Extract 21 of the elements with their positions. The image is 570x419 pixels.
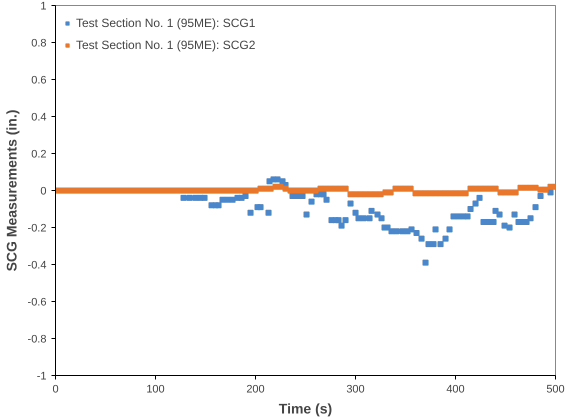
- y-tick-label: -0.6: [28, 296, 47, 308]
- x-tick-label: 500: [546, 384, 565, 396]
- y-tick-label: 0.6: [31, 74, 47, 86]
- y-tick-label: -0.4: [28, 260, 47, 272]
- x-tick-label: 200: [246, 384, 265, 396]
- x-tick-label: 400: [446, 384, 465, 396]
- y-tick-label: 0: [40, 186, 47, 198]
- y-tick-label: 0.4: [31, 112, 47, 124]
- x-tick-label: 100: [146, 384, 165, 396]
- y-tick-label: 0.8: [31, 38, 47, 50]
- legend-label: Test Section No. 1 (95ME): SCG2: [76, 38, 256, 52]
- x-axis-title: Time (s): [278, 400, 332, 416]
- y-tick-label: 1: [40, 0, 47, 12]
- y-tick-label: 0.2: [31, 148, 47, 160]
- x-tick-label: 300: [346, 384, 365, 396]
- legend-label: Test Section No. 1 (95ME): SCG1: [76, 16, 256, 30]
- y-axis-title: SCG Measurements (in.): [4, 110, 20, 272]
- y-tick-label: -1: [36, 370, 46, 382]
- y-tick-label: -0.2: [28, 222, 47, 234]
- y-tick-label: -0.8: [28, 334, 47, 346]
- x-tick-label: 0: [52, 384, 59, 396]
